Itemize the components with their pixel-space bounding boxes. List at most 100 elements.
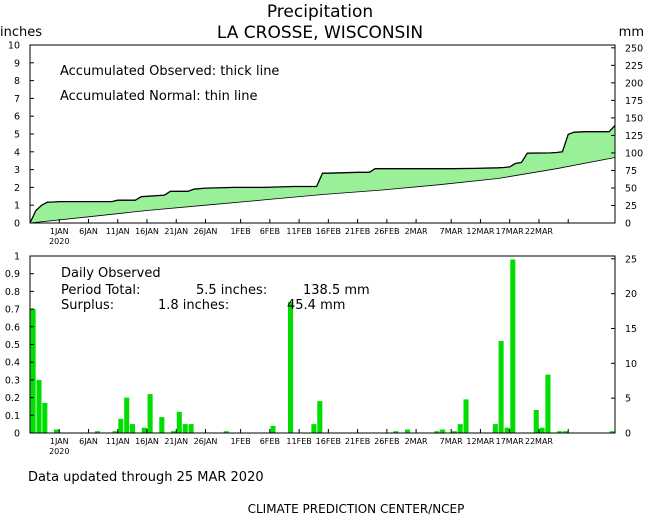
daily-bar	[141, 427, 147, 433]
top-ytick-label-right: 225	[625, 61, 643, 72]
bottom-xtick-label: 21JAN	[164, 437, 188, 446]
period-total-inches: 5.5 inches:	[196, 283, 267, 298]
bottom-ytick-label-right: 25	[625, 254, 637, 265]
top-ytick-label-right: 125	[625, 131, 643, 142]
top-xtick-label: 6JAN	[79, 227, 98, 236]
bottom-xtick-label: 16JAN	[135, 437, 159, 446]
top-ytick-label-left: 10	[8, 41, 20, 52]
top-note-normal: Accumulated Normal: thin line	[60, 89, 258, 104]
top-ytick-label-right: 25	[625, 201, 637, 212]
bottom-xtick-label: 11FEB	[286, 437, 311, 446]
bottom-xtick-label: 1FEB	[230, 437, 250, 446]
daily-bar	[539, 427, 545, 433]
daily-bar	[223, 431, 229, 433]
bottom-ytick-label-right: 10	[625, 359, 637, 370]
surplus-label: Surplus:	[61, 298, 114, 313]
top-area-layer	[29, 125, 616, 224]
bottom-ytick-label-left: 0.7	[5, 305, 20, 316]
unit-right-label: mm	[619, 25, 644, 40]
top-ytick-label-right: 200	[625, 78, 643, 89]
bottom-xtick-label: 2MAR	[405, 437, 428, 446]
bottom-xtick-label: 16FEB	[316, 437, 341, 446]
top-ytick-label-left: 2	[14, 183, 20, 194]
daily-bar	[393, 431, 399, 433]
unit-left-label: inches	[0, 25, 42, 40]
daily-bar	[510, 259, 516, 433]
bottom-ytick-label-left: 0	[14, 429, 20, 440]
daily-bar	[492, 424, 498, 433]
bottom-ytick-label-right: 15	[625, 324, 637, 335]
top-ytick-label-right: 75	[625, 166, 637, 177]
daily-bar	[440, 429, 446, 433]
daily-bar	[288, 302, 294, 433]
bottom-xtick-label: 6JAN	[79, 437, 98, 446]
bottom-ytick-label-left: 0.6	[5, 322, 20, 333]
daily-bar	[94, 431, 100, 433]
top-xtick-label: 11FEB	[286, 227, 311, 236]
bottom-ytick-label-left: 0.2	[5, 393, 20, 404]
top-xtick-label: 2MAR	[405, 227, 428, 236]
top-xtick-label: 1FEB	[230, 227, 250, 236]
daily-bar	[457, 424, 463, 433]
accumulated-observed-line	[29, 125, 616, 224]
top-ytick-label-left: 8	[14, 76, 20, 87]
bottom-year-label: 2020	[49, 447, 69, 456]
bottom-xtick-label: 7MAR	[440, 437, 463, 446]
daily-bar	[463, 399, 469, 433]
top-ytick-label-left: 4	[14, 147, 20, 158]
daily-bar	[434, 431, 440, 433]
bottom-xtick-label: 26FEB	[374, 437, 399, 446]
surplus-mm: 45.4 mm	[287, 298, 345, 313]
daily-bar	[176, 411, 182, 433]
daily-bar	[311, 424, 317, 433]
chart-title: Precipitation	[267, 2, 373, 22]
top-ytick-label-left: 6	[14, 112, 20, 123]
top-xtick-label: 22MAR	[525, 227, 554, 236]
daily-bar	[451, 431, 457, 433]
daily-bar	[504, 427, 510, 433]
top-ytick-label-left: 5	[14, 130, 20, 141]
top-xtick-label: 17MAR	[496, 227, 525, 236]
top-xtick-label: 7MAR	[440, 227, 463, 236]
daily-bar	[533, 410, 539, 433]
surplus-inches: 1.8 inches:	[158, 298, 229, 313]
top-ytick-label-right: 50	[625, 183, 637, 194]
bottom-ytick-label-right: 0	[625, 429, 631, 440]
bottom-ytick-label-right: 20	[625, 289, 637, 300]
top-ytick-label-right: 0	[625, 219, 631, 230]
daily-bar	[159, 417, 165, 433]
top-axes-layer: 0123456789100255075100125150175200225250…	[8, 41, 643, 247]
top-ytick-label-right: 250	[625, 43, 643, 54]
bottom-ytick-label-left: 0.8	[5, 287, 20, 298]
daily-bar	[609, 431, 615, 433]
top-xtick-label: 6FEB	[260, 227, 280, 236]
daily-bar	[405, 429, 411, 433]
top-ytick-label-right: 150	[625, 113, 643, 124]
top-ytick-label-right: 175	[625, 96, 643, 107]
daily-observed-label: Daily Observed	[61, 266, 161, 281]
bottom-ytick-label-left: 0.1	[5, 411, 20, 422]
bottom-xtick-label: 11JAN	[106, 437, 130, 446]
top-xtick-label: 26JAN	[194, 227, 218, 236]
top-xtick-label: 16FEB	[316, 227, 341, 236]
daily-bar	[317, 401, 323, 433]
bottom-ytick-label-left: 0.3	[5, 375, 20, 386]
top-xtick-label: 12MAR	[466, 227, 495, 236]
bottom-axes-layer: 00.10.20.30.40.50.60.70.80.9105101520251…	[5, 252, 637, 457]
period-total-mm: 138.5 mm	[303, 283, 370, 298]
daily-bar	[498, 341, 504, 433]
top-xtick-label: 21FEB	[345, 227, 370, 236]
bottom-xtick-label: 26JAN	[194, 437, 218, 446]
top-ytick-label-left: 1	[14, 201, 20, 212]
daily-bar	[130, 424, 136, 433]
daily-bar	[171, 431, 177, 433]
period-total-label: Period Total:	[61, 283, 140, 298]
top-xtick-label: 21JAN	[164, 227, 188, 236]
daily-bar	[270, 425, 276, 433]
top-xtick-label: 16JAN	[135, 227, 159, 236]
data-updated-note: Data updated through 25 MAR 2020	[28, 470, 264, 485]
bottom-bars-layer	[30, 259, 615, 433]
credit-line: CLIMATE PREDICTION CENTER/NCEP	[248, 502, 465, 516]
